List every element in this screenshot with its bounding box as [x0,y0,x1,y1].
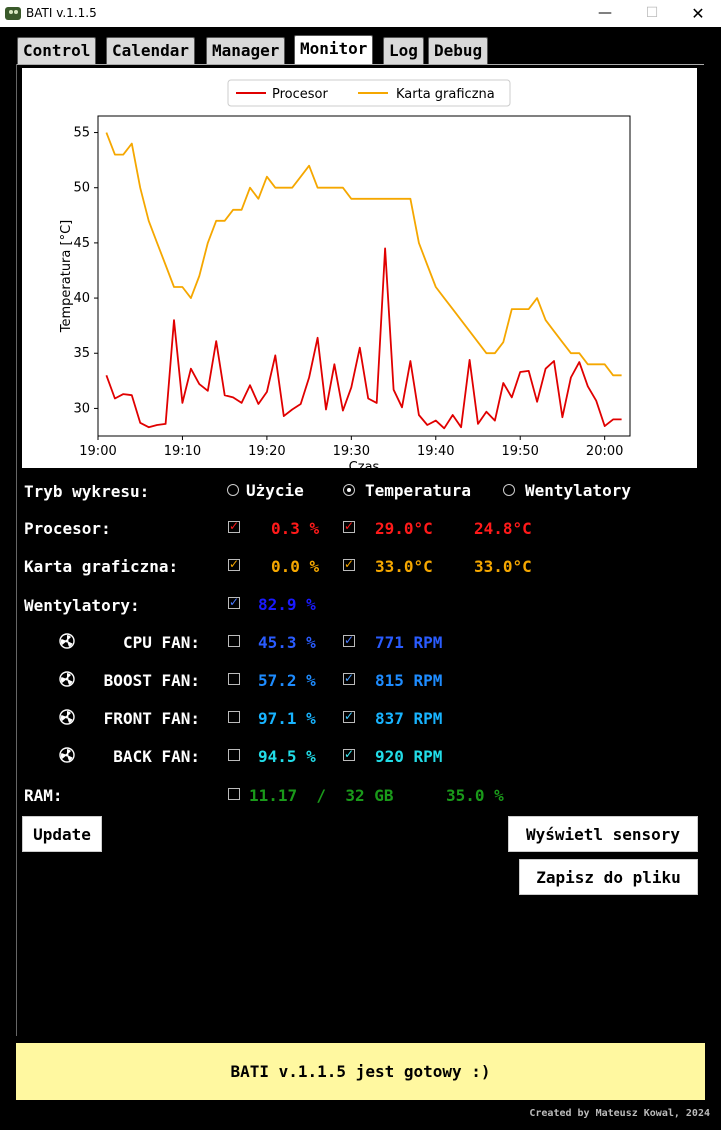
ram-value: 11.17 / 32 GB [249,786,394,805]
front-fan-pct-checkbox[interactable] [228,711,240,723]
series-line-gpu [105,132,622,377]
y-tick-label: 40 [73,291,90,306]
y-tick-label: 45 [73,236,90,251]
cpu-fan-pct-value: 45.3 % [258,633,316,652]
x-tick-label: 20:00 [586,444,623,459]
minimize-button[interactable]: — [598,5,612,21]
y-axis-label: Temperatura [°C] [59,220,74,333]
temperature-chart: 30 35 40 45 50 55 19:00 19:10 19:20 19:30 19:40 19:… [22,68,697,468]
boost-fan-pct-checkbox[interactable] [228,673,240,685]
mode-temperature-label[interactable]: Temperatura [365,481,471,500]
boost-fan-rpm-value: 815 RPM [375,671,443,690]
show-sensors-button[interactable]: Wyświetl sensory [508,816,698,852]
panel-border [16,64,17,1036]
back-fan-label: BACK FAN: [113,747,200,766]
tab-divider [16,64,704,65]
gpu-usage-checkbox[interactable] [228,557,240,571]
back-fan-pct-value: 94.5 % [258,747,316,766]
fans-total-value: 82.9 % [258,595,316,614]
legend-label: Karta graficzna [396,87,495,102]
fans-label: Wentylatory: [24,596,140,615]
cpu-fan-pct-checkbox[interactable] [228,635,240,647]
cpu-fan-label: CPU FAN: [122,633,200,652]
mode-fans-radio[interactable] [503,484,515,496]
back-fan-rpm-value: 920 RPM [375,747,443,766]
cpu-temp-checkbox[interactable] [343,519,355,533]
app-logo-icon [5,7,21,20]
tab-log[interactable]: Log [383,37,424,64]
front-fan-rpm-value: 837 RPM [375,709,443,728]
gpu-temp-value: 33.0°C [375,557,433,576]
gpu-usage-value: 0.0 % [271,557,320,576]
chart-mode-label: Tryb wykresu: [24,482,150,501]
status-bar: BATI v.1.1.5 jest gotowy :) [16,1043,705,1100]
back-fan-pct-checkbox[interactable] [228,749,240,761]
fan-icon [59,709,75,725]
title-bar: BATI v.1.1.5 — ☐ ✕ [0,0,721,27]
cpu-temp-value: 29.0°C [375,519,433,538]
x-tick-label: 19:40 [417,444,454,459]
gpu-temp2-value: 33.0°C [474,557,532,576]
x-tick-label: 19:50 [501,444,538,459]
series-line-cpu [105,247,622,430]
front-fan-pct-value: 97.1 % [258,709,316,728]
maximize-button[interactable]: ☐ [645,5,659,21]
tab-manager[interactable]: Manager [206,37,286,64]
ram-checkbox[interactable] [228,788,240,800]
mode-temperature-radio[interactable] [343,484,355,496]
x-tick-label: 19:20 [248,444,285,459]
legend-label: Procesor [272,87,328,102]
gpu-temp-checkbox[interactable] [343,557,355,571]
window-title: BATI v.1.1.5 [26,6,97,20]
tab-debug[interactable]: Debug [428,37,489,64]
y-tick-label: 55 [73,126,90,141]
mode-fans-label[interactable]: Wentylatory [525,481,631,500]
ram-label: RAM: [24,786,63,805]
mode-usage-radio[interactable] [227,484,239,496]
cpu-label: Procesor: [24,519,111,538]
front-fan-label: FRONT FAN: [103,709,200,728]
close-button[interactable]: ✕ [691,4,705,23]
ram-pct-value: 35.0 % [446,786,504,805]
fan-icon [59,671,75,687]
x-tick-label: 19:30 [333,444,370,459]
x-tick-label: 19:10 [164,444,201,459]
back-fan-rpm-checkbox[interactable] [343,747,355,761]
gpu-label: Karta graficzna: [24,557,179,576]
cpu-fan-rpm-value: 771 RPM [375,633,443,652]
y-tick-label: 35 [73,346,90,361]
chart-canvas: 30 35 40 45 50 55 19:00 19:10 19:20 19:30 19:40 19:… [59,79,631,468]
fan-icon [59,633,75,649]
update-button[interactable]: Update [22,816,102,852]
front-fan-rpm-checkbox[interactable] [343,709,355,723]
save-to-file-button[interactable]: Zapisz do pliku [519,859,698,895]
x-axis-label: Czas [349,460,380,468]
cpu-fan-rpm-checkbox[interactable] [343,633,355,647]
x-tick-label: 19:00 [79,444,116,459]
fan-icon [59,747,75,763]
cpu-temp2-value: 24.8°C [474,519,532,538]
tab-monitor[interactable]: Monitor [294,35,374,65]
cpu-usage-value: 0.3 % [271,519,320,538]
fans-total-checkbox[interactable] [228,595,240,609]
plot-frame [97,115,631,437]
tab-control[interactable]: Control [17,37,97,64]
y-tick-label: 50 [73,181,90,196]
cpu-usage-checkbox[interactable] [228,519,240,533]
y-tick-label: 30 [73,401,90,416]
tab-calendar[interactable]: Calendar [106,37,196,64]
boost-fan-label: BOOST FAN: [103,671,200,690]
boost-fan-rpm-checkbox[interactable] [343,671,355,685]
credit-text: Created by Mateusz Kowal, 2024 [529,1108,710,1119]
boost-fan-pct-value: 57.2 % [258,671,316,690]
mode-usage-label[interactable]: Użycie [246,481,304,500]
